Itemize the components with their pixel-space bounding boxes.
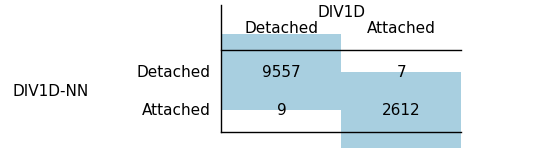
Text: DIV1D-NN: DIV1D-NN xyxy=(12,84,89,99)
Text: 9: 9 xyxy=(277,103,286,118)
Text: Detached: Detached xyxy=(244,21,319,36)
Text: 9557: 9557 xyxy=(262,65,301,80)
Text: 7: 7 xyxy=(396,65,406,80)
Text: Detached: Detached xyxy=(136,65,211,80)
Text: DIV1D: DIV1D xyxy=(318,5,365,20)
Text: Attached: Attached xyxy=(367,21,436,36)
Text: Attached: Attached xyxy=(142,103,211,118)
Text: 2612: 2612 xyxy=(382,103,421,118)
